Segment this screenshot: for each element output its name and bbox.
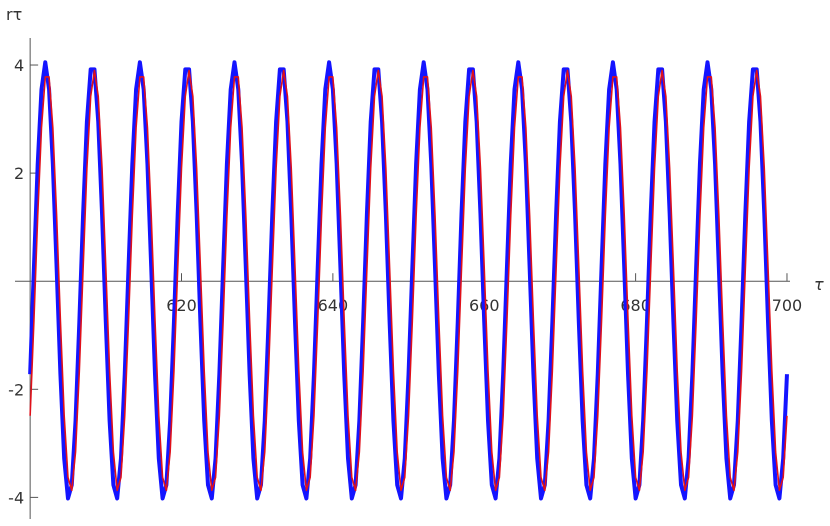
y-tick-label: -4 — [8, 488, 24, 507]
series-line — [29, 69, 788, 492]
y-axis-label: rτ — [6, 5, 22, 24]
series-line — [28, 60, 789, 501]
y-tick-label: 4 — [14, 56, 24, 75]
y-tick-label: 2 — [14, 164, 24, 183]
y-tick-label: -2 — [8, 380, 24, 399]
x-tick-label: 620 — [166, 296, 197, 315]
x-axis-label: τ — [814, 275, 824, 294]
x-tick-label: 700 — [772, 296, 803, 315]
